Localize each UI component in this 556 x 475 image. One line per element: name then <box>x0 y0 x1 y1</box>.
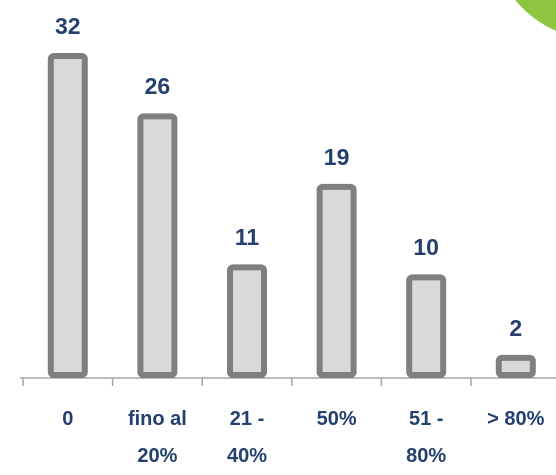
x-tick-label: 0 <box>62 408 74 430</box>
data-label: 19 <box>323 143 350 170</box>
x-tick-label: 21 - 40% <box>226 408 268 467</box>
decoration-circle <box>515 0 556 31</box>
data-label: 2 <box>509 314 523 341</box>
data-label: 10 <box>413 234 439 261</box>
x-tick-label: fino al 20% <box>127 408 187 467</box>
bar <box>406 274 447 378</box>
x-tick-label: 51 - 80% <box>406 408 447 467</box>
bar <box>227 264 267 378</box>
data-label: 26 <box>144 73 171 100</box>
bar <box>47 53 88 378</box>
x-tick-label: > 80% <box>487 408 545 430</box>
bar <box>316 183 357 378</box>
data-label: 32 <box>55 13 81 39</box>
bar <box>495 354 536 378</box>
bar <box>137 113 178 378</box>
data-label: 11 <box>234 224 260 251</box>
x-tick-label: 50% <box>316 408 357 430</box>
